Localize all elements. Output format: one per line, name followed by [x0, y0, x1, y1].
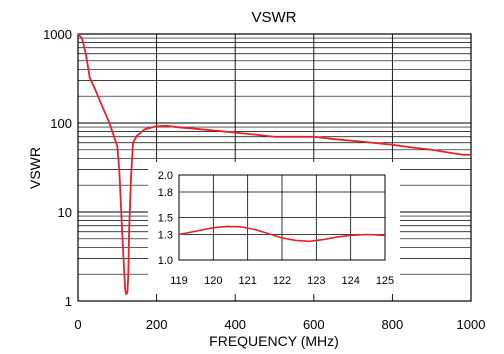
- inset-y-tick-label: 1.8: [158, 187, 173, 199]
- main-y-tick-labels: 1 10 100 1000: [43, 27, 72, 309]
- inset-background: [148, 162, 400, 294]
- main-x-tick-labels: 0 200 400 600 800 1000: [74, 317, 485, 332]
- main-y-tick-label: 10: [58, 205, 72, 220]
- inset-x-tick-label: 122: [273, 275, 291, 287]
- inset-x-tick-label: 119: [170, 275, 188, 287]
- inset-x-tick-label: 121: [238, 275, 256, 287]
- inset-plot-frame: [178, 174, 386, 261]
- y-axis-title: VSWR: [27, 147, 43, 189]
- inset-y-tick-label: 1.0: [158, 255, 173, 267]
- vswr-series-line: [77, 33, 471, 295]
- main-y-tick-label: 1000: [43, 27, 72, 42]
- inset-x-tick-label: 124: [341, 275, 359, 287]
- inset-y-tick-label: 1.5: [158, 213, 173, 225]
- inset-series-line: [178, 225, 386, 243]
- chart-title: VSWR: [252, 9, 297, 26]
- main-series-group: [77, 33, 471, 295]
- inset-y-tick-label: 2.0: [158, 170, 173, 182]
- inset-x-tick-label: 123: [307, 275, 325, 287]
- inset-series-group: [178, 225, 386, 243]
- main-x-tick-label: 800: [382, 317, 404, 332]
- main-plot-frame: [77, 33, 472, 302]
- main-x-tick-label: 400: [224, 317, 246, 332]
- inset-y-tick-label: 1.3: [158, 230, 173, 242]
- main-x-tick-label: 600: [303, 317, 325, 332]
- x-axis-title: FREQUENCY (MHz): [209, 333, 339, 349]
- main-x-tick-label: 200: [146, 317, 168, 332]
- main-x-tick-label: 0: [74, 317, 81, 332]
- inset-x-tick-label: 125: [376, 275, 394, 287]
- inset-x-tick-label: 120: [204, 275, 222, 287]
- main-y-tick-label: 1: [65, 294, 72, 309]
- inset-x-tick-labels: 119 120 121 122 123 124 125: [170, 275, 394, 287]
- inset-y-tick-labels: 1.0 1.3 1.5 1.8 2.0: [158, 170, 173, 267]
- main-x-tick-label: 1000: [457, 317, 486, 332]
- main-y-tick-label: 100: [50, 116, 72, 131]
